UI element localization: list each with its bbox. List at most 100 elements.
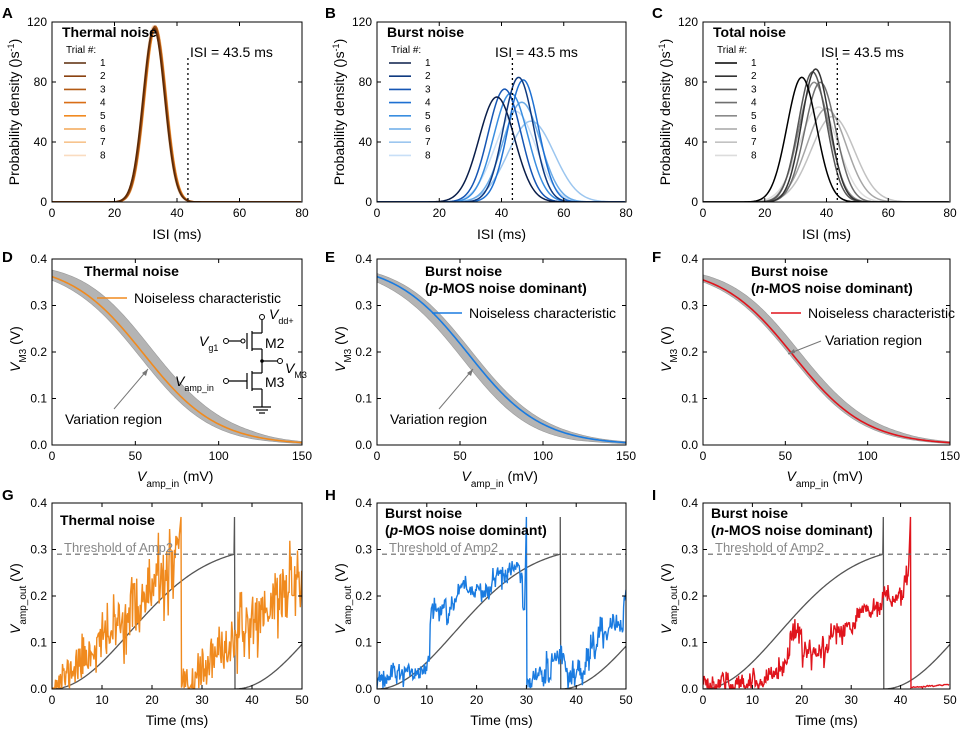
y-axis-label: VM3 (V) xyxy=(658,326,680,372)
x-axis-label: Vamp_in (mV) xyxy=(462,468,538,490)
threshold-label: Threshold of Amp2 xyxy=(389,540,498,555)
y-tick-label: 0.1 xyxy=(355,392,372,406)
isi-annotation: ISI = 43.5 ms xyxy=(190,44,273,60)
legend-label-7: 7 xyxy=(425,137,431,148)
circuit-vg1-label-main: V xyxy=(199,333,210,349)
series-line-trial-2 xyxy=(377,76,625,202)
legend-label-4: 4 xyxy=(425,98,431,109)
series-line-trial-8 xyxy=(377,110,625,202)
y-tick-label: 0.3 xyxy=(30,299,47,313)
x-tick-label: 30 xyxy=(845,693,859,707)
vg1-terminal xyxy=(223,338,229,344)
y-tick-label: 0.3 xyxy=(30,543,47,557)
x-tick-label: 60 xyxy=(557,206,571,220)
y-axis-label-main: V xyxy=(7,361,23,372)
y-axis-label: Probability density ()s-1) xyxy=(6,39,22,186)
panel-title-line1: Burst noise xyxy=(711,505,788,521)
y-axis-label-close: ) xyxy=(6,39,22,44)
series-line-trial-3 xyxy=(703,71,949,202)
panel-letter-G: G xyxy=(2,487,14,504)
variation-annotation: Variation region xyxy=(65,411,162,427)
x-tick-label: 0 xyxy=(49,206,56,220)
title-em: p xyxy=(429,280,439,296)
circuit-vdd-label: Vdd+ xyxy=(269,306,294,326)
x-axis-label-main: V xyxy=(137,468,148,484)
x-axis-label-unit: (mV) xyxy=(179,468,213,484)
m2-gate-bubble xyxy=(240,338,246,344)
y-tick-label: 120 xyxy=(352,15,372,29)
y-tick-label: 80 xyxy=(34,75,48,89)
legend-label-5: 5 xyxy=(751,111,757,122)
x-tick-label: 20 xyxy=(758,206,772,220)
panel-letter-E: E xyxy=(325,249,335,266)
series-line-trial-3 xyxy=(377,88,625,202)
legend-label-3: 3 xyxy=(751,84,757,95)
x-tick-label: 50 xyxy=(129,449,143,463)
legend-label: Noiseless characteristic xyxy=(469,305,616,321)
x-tick-label: 100 xyxy=(858,449,878,463)
annotation-arrowhead xyxy=(788,349,795,354)
panel-title-line2: (n-MOS noise dominant) xyxy=(751,280,913,296)
y-axis-label-exp: -1 xyxy=(6,43,16,51)
panel-G: G Threshold of Amp2 0 10 20 30 40 50 0.0 0.1 0.2 0.… xyxy=(2,487,309,728)
legend-label-3: 3 xyxy=(425,84,431,95)
x-tick-label: 80 xyxy=(943,206,957,220)
legend-label-8: 8 xyxy=(425,150,431,161)
x-tick-label: 20 xyxy=(470,693,484,707)
y-axis-label: VM3 (V) xyxy=(7,326,29,372)
y-tick-label: 0.0 xyxy=(355,682,372,696)
x-axis-label: ISI (ms) xyxy=(802,226,851,242)
y-axis-label-main: V xyxy=(332,361,348,372)
circuit-m2-label: M2 xyxy=(265,335,285,351)
x-axis-label: Time (ms) xyxy=(470,712,532,728)
y-tick-label: 0.0 xyxy=(681,438,698,452)
panel-letter-B: B xyxy=(325,5,336,22)
noiseless-characteristic-line xyxy=(702,279,951,444)
y-axis-label-sub: amp_out xyxy=(18,586,29,625)
x-tick-label: 20 xyxy=(795,693,809,707)
panel-F: F 0 50 100 150 0.0 0.1 0.2 0.3 0.4 Burst noise(n-M… xyxy=(652,249,960,490)
noiseless-characteristic-line xyxy=(376,275,627,444)
x-axis-label: ISI (ms) xyxy=(477,226,526,242)
x-tick-label: 80 xyxy=(295,206,309,220)
x-tick-label: 10 xyxy=(95,693,109,707)
y-axis-label: VM3 (V) xyxy=(332,326,354,372)
title-rest: -MOS noise dominant) xyxy=(724,522,873,538)
legend-label-4: 4 xyxy=(751,98,757,109)
legend-label-8: 8 xyxy=(751,150,757,161)
threshold-label: Threshold of Amp2 xyxy=(64,540,173,555)
panel-title: Thermal noise xyxy=(84,263,179,279)
trace-group xyxy=(703,516,950,689)
y-axis-label-close: ) xyxy=(657,39,673,44)
x-tick-label: 0 xyxy=(49,449,56,463)
y-axis-label-exp: -1 xyxy=(657,43,667,51)
y-axis-label-text: Probability density ()s xyxy=(6,51,22,185)
y-tick-label: 0.2 xyxy=(30,589,47,603)
vamp-terminal xyxy=(223,378,229,384)
panel-title: Thermal noise xyxy=(62,24,157,40)
y-tick-label: 40 xyxy=(685,135,699,149)
circuit-vm3-label-main: V xyxy=(285,360,296,376)
y-tick-label: 0.1 xyxy=(30,636,47,650)
y-tick-label: 0.3 xyxy=(681,299,698,313)
y-axis-label: Vamp_out (V) xyxy=(7,563,29,634)
legend-label-7: 7 xyxy=(751,137,757,148)
annotation-arrowhead xyxy=(142,369,148,376)
y-axis-label-unit: (V) xyxy=(7,326,23,349)
legend-label-2: 2 xyxy=(751,71,757,82)
x-axis-label-sub: amp_in xyxy=(146,479,179,490)
x-tick-label: 40 xyxy=(170,206,184,220)
y-axis-label-main: V xyxy=(7,623,23,634)
panel-title-line1: Burst noise xyxy=(385,505,462,521)
series-group xyxy=(52,25,301,202)
circuit-vm3-label: VM3 xyxy=(285,360,307,380)
title-prefix: ( xyxy=(425,280,430,296)
y-axis-label-main: V xyxy=(658,623,674,634)
y-tick-label: 0 xyxy=(691,195,698,209)
circuit-vdd-label-main: V xyxy=(269,306,280,322)
y-tick-label: 0.1 xyxy=(355,636,372,650)
y-tick-label: 0.2 xyxy=(681,589,698,603)
y-axis-label-unit: (V) xyxy=(332,326,348,349)
noiseless-characteristic-line xyxy=(51,275,303,444)
